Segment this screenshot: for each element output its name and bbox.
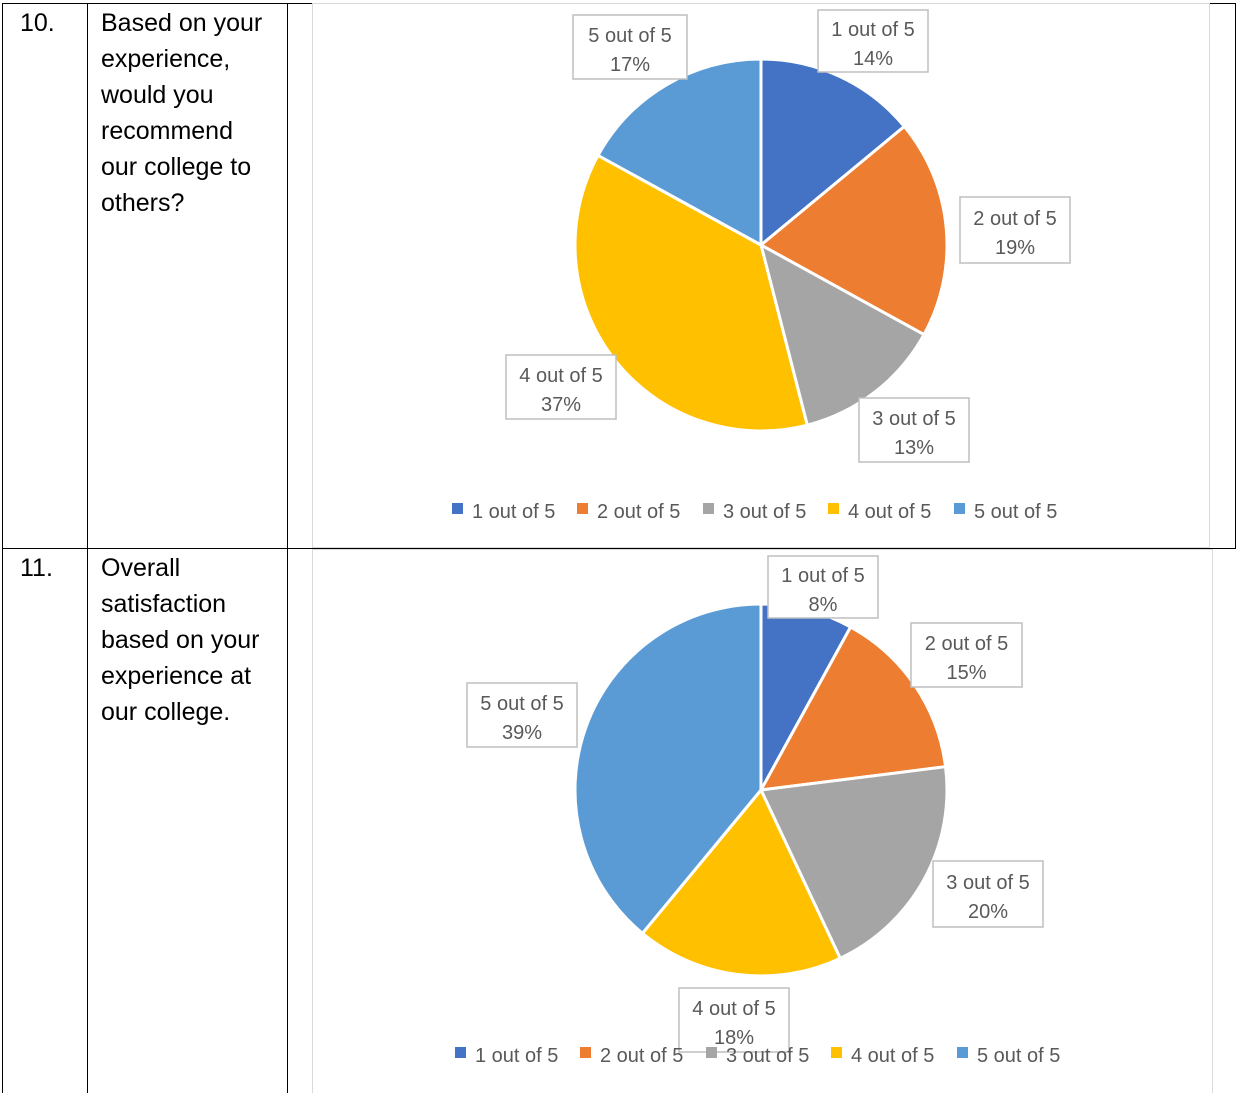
data-label-callout: 5 out of 5 39% xyxy=(466,682,578,748)
question-line: experience, xyxy=(101,45,231,73)
legend-label: 4 out of 5 xyxy=(848,501,931,523)
legend-swatch xyxy=(706,1047,717,1058)
question-line: satisfaction xyxy=(101,590,227,618)
data-label-value: 8% xyxy=(809,594,838,616)
legend-label: 2 out of 5 xyxy=(600,1045,683,1067)
data-label-category: 3 out of 5 xyxy=(872,408,955,430)
pie-slice-5 xyxy=(573,602,763,936)
legend-swatch xyxy=(954,503,965,514)
legend-swatch xyxy=(452,503,463,514)
question-line: Overall xyxy=(101,554,181,582)
data-label-category: 1 out of 5 xyxy=(831,19,914,41)
pie-slice-5 xyxy=(595,57,763,248)
data-label-category: 5 out of 5 xyxy=(588,25,671,47)
pie-slice-3 xyxy=(758,242,927,427)
callout-box xyxy=(505,354,617,420)
chart-frame xyxy=(312,549,1213,1093)
pie-slice-3 xyxy=(758,765,949,961)
legend-label: 3 out of 5 xyxy=(723,501,806,523)
data-label-category: 4 out of 5 xyxy=(519,365,602,387)
data-label-value: 15% xyxy=(946,662,986,684)
question-line: based on your xyxy=(101,626,260,654)
data-label-callout: 4 out of 5 18% xyxy=(678,987,790,1053)
data-label-callout: 1 out of 5 8% xyxy=(767,555,879,619)
legend-swatch xyxy=(455,1047,466,1058)
callout-box xyxy=(466,682,578,748)
legend-swatch xyxy=(703,503,714,514)
data-label-category: 2 out of 5 xyxy=(925,633,1008,655)
callout-box xyxy=(932,860,1044,928)
data-label-category: 2 out of 5 xyxy=(973,208,1056,230)
table-row-divider xyxy=(2,548,1236,549)
data-label-value: 17% xyxy=(610,54,650,76)
question-text: Based on your experience, would you reco… xyxy=(101,5,281,221)
question-line: would you xyxy=(101,81,214,109)
legend-label: 5 out of 5 xyxy=(974,501,1057,523)
legend-label: 1 out of 5 xyxy=(475,1045,558,1067)
legend-swatch xyxy=(828,503,839,514)
pie-slice-1 xyxy=(759,57,907,249)
data-label-callout: 2 out of 5 15% xyxy=(910,622,1023,688)
question-text: Overall satisfaction based on your exper… xyxy=(101,550,281,730)
chart-legend: 1 out of 5 2 out of 5 3 out of 5 4 out of 5… xyxy=(452,501,1057,523)
question-line: others? xyxy=(101,189,185,217)
callout-box xyxy=(678,987,790,1053)
legend-swatch xyxy=(831,1047,842,1058)
data-label-callout: 3 out of 5 13% xyxy=(858,397,970,463)
legend-label: 2 out of 5 xyxy=(597,501,680,523)
pie-chart-recommend: 1 out of 5 14% 2 out of 5 19% 3 out of 5 13% 4… xyxy=(452,9,1071,523)
question-line: experience at xyxy=(101,662,252,690)
question-line: Based on your xyxy=(101,9,263,37)
data-label-value: 13% xyxy=(894,437,934,459)
data-label-callout: 5 out of 5 17% xyxy=(572,14,688,80)
chart-frame xyxy=(312,3,1210,548)
data-label-category: 1 out of 5 xyxy=(781,565,864,587)
data-label-callout: 4 out of 5 37% xyxy=(505,354,617,420)
legend-label: 4 out of 5 xyxy=(851,1045,934,1067)
question-line: our college to xyxy=(101,153,252,181)
callout-box xyxy=(767,555,879,619)
callout-box xyxy=(858,397,970,463)
callout-box xyxy=(959,196,1071,264)
callout-box xyxy=(910,622,1023,688)
legend-swatch xyxy=(957,1047,968,1058)
pie-slice-2 xyxy=(758,124,949,337)
row-number: 11. xyxy=(20,554,53,582)
data-label-callout: 3 out of 5 20% xyxy=(932,860,1044,928)
data-label-value: 39% xyxy=(502,722,542,744)
data-label-callout: 2 out of 5 19% xyxy=(959,196,1071,264)
row-number: 10. xyxy=(20,9,55,37)
callout-box xyxy=(572,14,688,80)
legend-swatch xyxy=(577,503,588,514)
data-label-callout: 1 out of 5 14% xyxy=(817,9,929,73)
data-label-category: 5 out of 5 xyxy=(480,693,563,715)
question-line: our college. xyxy=(101,698,231,726)
pie-slice-4 xyxy=(640,787,843,978)
legend-label: 3 out of 5 xyxy=(726,1045,809,1067)
chart-legend: 1 out of 5 2 out of 5 3 out of 5 4 out of 5… xyxy=(455,1045,1060,1067)
data-label-value: 37% xyxy=(541,394,581,416)
legend-label: 5 out of 5 xyxy=(977,1045,1060,1067)
legend-swatch xyxy=(580,1047,591,1058)
data-label-category: 4 out of 5 xyxy=(692,998,775,1020)
data-label-value: 14% xyxy=(853,48,893,70)
callout-box xyxy=(817,9,929,73)
question-line: recommend xyxy=(101,117,233,145)
data-label-category: 3 out of 5 xyxy=(946,872,1029,894)
data-label-value: 20% xyxy=(968,901,1008,923)
data-label-value: 18% xyxy=(714,1027,754,1049)
data-label-value: 19% xyxy=(995,237,1035,259)
legend-label: 1 out of 5 xyxy=(472,501,555,523)
